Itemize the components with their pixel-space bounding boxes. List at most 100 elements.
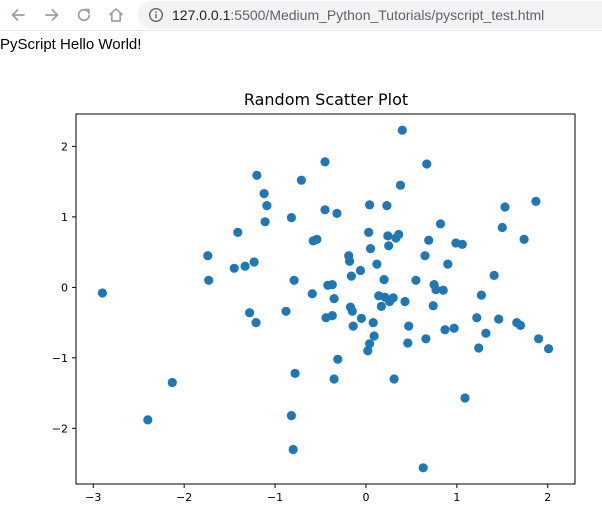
x-tick-label: 1 [453, 491, 460, 504]
scatter-point-50 [372, 259, 382, 269]
scatter-point-67 [404, 321, 414, 331]
scatter-point-62 [394, 229, 404, 240]
scatter-point-53 [379, 275, 389, 285]
scatter-plot: Random Scatter Plot −3 −2 −1 0 1 2 −2 −1 0 1 2 [52, 90, 576, 504]
scatter-point-42 [356, 313, 366, 323]
scatter-point-48 [368, 318, 378, 328]
url-text[interactable]: 127.0.0.1:5500/Medium_Python_Tutorials/p… [172, 7, 544, 23]
scatter-point-40 [348, 321, 358, 331]
scatter-point-71 [421, 334, 431, 344]
url-path: :5500/Medium_Python_Tutorials/pyscript_t… [230, 7, 545, 23]
scatter-point-44 [364, 227, 374, 237]
scatter-point-4 [204, 275, 214, 285]
home-icon[interactable] [104, 3, 128, 27]
scatter-point-33 [332, 208, 342, 218]
scatter-point-31 [329, 294, 339, 304]
scatter-point-49 [369, 331, 379, 341]
scatter-point-64 [397, 125, 407, 135]
scatter-point-11 [252, 170, 262, 180]
scatter-point-30 [327, 280, 337, 290]
scatter-point-14 [260, 217, 270, 227]
scatter-point-20 [290, 368, 300, 378]
scatter-point-36 [345, 256, 355, 266]
scatter-point-63 [395, 180, 406, 190]
x-tick-label: −2 [176, 491, 192, 504]
scatter-point-26 [320, 205, 330, 215]
scatter-point-46 [365, 200, 375, 210]
address-bar[interactable]: 127.0.0.1:5500/Medium_Python_Tutorials/p… [138, 1, 602, 29]
scatter-point-96 [531, 196, 541, 206]
scatter-point-47 [365, 244, 376, 254]
scatter-point-94 [515, 320, 526, 330]
scatter-point-69 [418, 463, 428, 473]
scatter-point-78 [438, 285, 448, 295]
forward-arrow-icon[interactable] [40, 3, 64, 27]
scatter-point-25 [320, 157, 330, 167]
back-arrow-icon[interactable] [6, 3, 30, 27]
scatter-point-70 [420, 251, 430, 261]
scatter-point-10 [251, 318, 261, 328]
scatter-point-91 [497, 222, 507, 233]
scatter-point-79 [440, 325, 450, 335]
scatter-point-0 [97, 288, 107, 298]
scatter-points [97, 125, 554, 473]
scatter-point-37 [346, 271, 356, 281]
y-axis-ticks: −2 −1 0 1 2 [52, 140, 76, 435]
scatter-point-34 [333, 354, 343, 364]
scatter-point-1 [143, 415, 153, 425]
scatter-point-24 [312, 234, 322, 244]
y-tick-label: −2 [52, 422, 68, 435]
scatter-point-2 [167, 377, 177, 388]
scatter-point-97 [534, 334, 544, 344]
scatter-point-84 [460, 393, 470, 403]
browser-toolbar: 127.0.0.1:5500/Medium_Python_Tutorials/p… [0, 0, 602, 31]
scatter-point-98 [544, 344, 554, 354]
scatter-point-83 [457, 239, 467, 249]
scatter-point-7 [240, 261, 250, 271]
scatter-point-41 [355, 265, 366, 276]
scatter-point-87 [476, 290, 486, 300]
y-tick-label: 2 [61, 140, 68, 153]
scatter-point-65 [400, 296, 410, 307]
axes-frame [75, 113, 576, 485]
scatter-point-19 [289, 275, 299, 285]
scatter-point-59 [388, 293, 398, 303]
scatter-point-13 [262, 201, 272, 211]
scatter-point-66 [403, 338, 413, 348]
scatter-point-86 [474, 343, 484, 353]
reload-icon[interactable] [72, 3, 96, 27]
scatter-point-76 [431, 284, 441, 295]
scatter-point-73 [424, 235, 434, 245]
scatter-point-74 [428, 301, 438, 311]
scatter-point-60 [389, 374, 399, 384]
scatter-point-90 [494, 314, 504, 324]
scatter-point-81 [449, 323, 459, 333]
scatter-point-92 [500, 202, 510, 212]
scatter-point-56 [383, 231, 393, 241]
scatter-point-39 [347, 306, 357, 316]
scatter-point-3 [203, 251, 213, 261]
scatter-point-43 [363, 346, 373, 356]
chart-title: Random Scatter Plot [244, 90, 408, 109]
x-tick-label: −1 [267, 491, 283, 504]
scatter-point-21 [296, 175, 306, 185]
scatter-point-5 [229, 263, 239, 273]
x-tick-label: 0 [362, 491, 369, 504]
scatter-point-16 [286, 411, 296, 421]
scatter-point-95 [519, 234, 529, 244]
scatter-point-9 [249, 257, 259, 267]
scatter-point-52 [376, 301, 386, 311]
scatter-point-12 [259, 189, 269, 199]
scatter-point-88 [481, 328, 491, 338]
scatter-point-80 [443, 259, 453, 269]
scatter-point-18 [288, 444, 298, 455]
scatter-point-77 [435, 219, 446, 229]
info-icon[interactable] [148, 7, 164, 23]
scatter-point-15 [281, 306, 291, 316]
scatter-point-55 [382, 201, 392, 211]
scatter-point-85 [472, 313, 482, 323]
page-heading: PyScript Hello World! [0, 36, 142, 53]
scatter-point-57 [384, 241, 394, 251]
scatter-point-32 [329, 374, 339, 384]
scatter-point-72 [422, 159, 432, 169]
